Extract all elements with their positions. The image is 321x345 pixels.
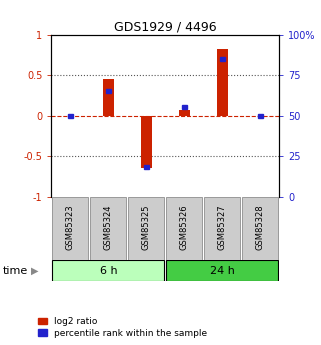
- Bar: [220, 57, 225, 61]
- Text: GSM85327: GSM85327: [218, 205, 227, 250]
- Bar: [167, 197, 202, 260]
- Bar: [258, 114, 263, 118]
- Bar: [128, 197, 164, 260]
- Bar: [178, 110, 190, 116]
- Bar: [91, 197, 126, 260]
- Bar: [106, 89, 111, 93]
- Bar: [53, 260, 164, 281]
- Text: GSM85325: GSM85325: [142, 205, 151, 250]
- Bar: [144, 166, 149, 169]
- Bar: [182, 106, 187, 109]
- Bar: [167, 260, 278, 281]
- Bar: [242, 197, 278, 260]
- Text: GSM85326: GSM85326: [180, 205, 189, 250]
- Bar: [68, 114, 73, 118]
- Text: GSM85323: GSM85323: [66, 205, 75, 250]
- Bar: [141, 116, 152, 168]
- Bar: [204, 197, 240, 260]
- Text: GSM85328: GSM85328: [256, 205, 265, 250]
- Text: 24 h: 24 h: [210, 266, 235, 276]
- Legend: log2 ratio, percentile rank within the sample: log2 ratio, percentile rank within the s…: [37, 316, 208, 339]
- Text: GSM85324: GSM85324: [104, 205, 113, 250]
- Text: 6 h: 6 h: [100, 266, 117, 276]
- Bar: [217, 49, 228, 116]
- Text: ▶: ▶: [31, 266, 39, 276]
- Text: time: time: [3, 266, 29, 276]
- Title: GDS1929 / 4496: GDS1929 / 4496: [114, 20, 217, 33]
- Bar: [53, 197, 88, 260]
- Bar: [103, 79, 114, 116]
